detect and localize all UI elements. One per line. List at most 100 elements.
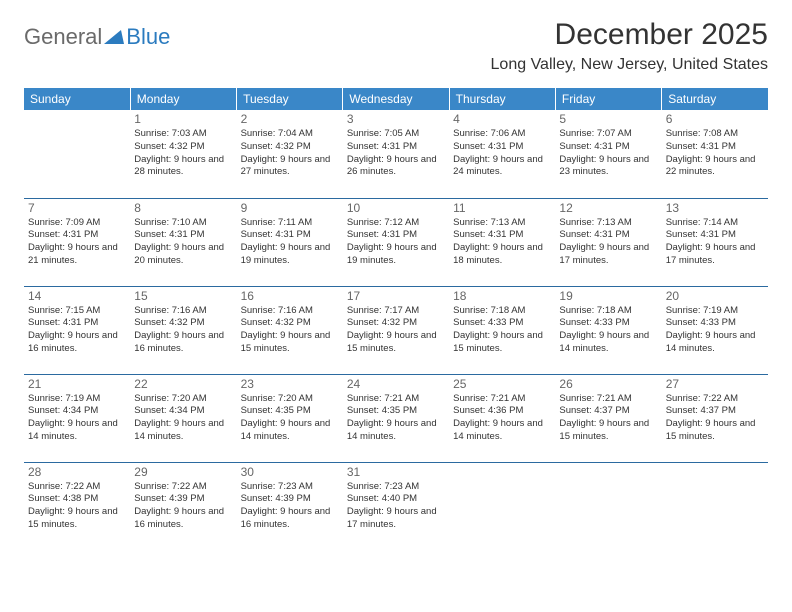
weekday-header: Sunday [24, 88, 130, 110]
calendar-day-cell: 13 Sunrise: 7:14 AMSunset: 4:31 PMDayligh… [662, 198, 768, 286]
day-info: Sunrise: 7:23 AMSunset: 4:39 PMDaylight:… [241, 481, 339, 532]
calendar-day-cell: 7Sunrise: 7:09 AMSunset: 4:31 PMDaylight… [24, 198, 130, 286]
location-text: Long Valley, New Jersey, United States [491, 56, 768, 74]
day-info: Sunrise: 7:19 AMSunset: 4:33 PMDaylight:… [666, 305, 764, 356]
day-info: Sunrise: 7:16 AMSunset: 4:32 PMDaylight:… [134, 305, 232, 356]
calendar-day-cell: 18Sunrise: 7:18 AMSunset: 4:33 PMDayligh… [449, 286, 555, 374]
day-info: Sunrise: 7:13 AMSunset: 4:31 PMDaylight:… [559, 217, 657, 268]
logo-triangle-icon [104, 30, 124, 44]
day-info: Sunrise: 7:23 AMSunset: 4:40 PMDaylight:… [347, 481, 445, 532]
day-info: Sunrise: 7:09 AMSunset: 4:31 PMDaylight:… [28, 217, 126, 268]
day-number: 20 [666, 289, 764, 303]
calendar-week-row: 7Sunrise: 7:09 AMSunset: 4:31 PMDaylight… [24, 198, 768, 286]
day-number: 28 [28, 465, 126, 479]
weekday-header: Thursday [449, 88, 555, 110]
month-title: December 2025 [491, 18, 768, 52]
day-number: 3 [347, 112, 445, 126]
day-info: Sunrise: 7:07 AMSunset: 4:31 PMDaylight:… [559, 128, 657, 179]
day-info: Sunrise: 7:13 AMSunset: 4:31 PMDaylight:… [453, 217, 551, 268]
weekday-header: Wednesday [343, 88, 449, 110]
day-number: 27 [666, 377, 764, 391]
calendar-day-cell: 15 Sunrise: 7:16 AMSunset: 4:32 PMDayligh… [130, 286, 236, 374]
calendar-day-cell: 27 Sunrise: 7:22 AMSunset: 4:37 PMDayligh… [662, 374, 768, 462]
calendar-day-cell: 24 Sunrise: 7:21 AMSunset: 4:35 PMDayligh… [343, 374, 449, 462]
day-number: 12 [559, 201, 657, 215]
weekday-header: Tuesday [237, 88, 343, 110]
calendar-day-cell: 23 Sunrise: 7:20 AMSunset: 4:35 PMDayligh… [237, 374, 343, 462]
day-info: Sunrise: 7:11 AMSunset: 4:31 PMDaylight:… [241, 217, 339, 268]
day-info: Sunrise: 7:20 AMSunset: 4:35 PMDaylight:… [241, 393, 339, 444]
calendar-day-cell: 12 Sunrise: 7:13 AMSunset: 4:31 PMDayligh… [555, 198, 661, 286]
logo-text-blue: Blue [126, 24, 170, 50]
calendar-day-cell: 31 Sunrise: 7:23 AMSunset: 4:40 PMDayligh… [343, 462, 449, 550]
calendar-day-cell: 11 Sunrise: 7:13 AMSunset: 4:31 PMDayligh… [449, 198, 555, 286]
day-info: Sunrise: 7:18 AMSunset: 4:33 PMDaylight:… [559, 305, 657, 356]
day-info: Sunrise: 7:12 AMSunset: 4:31 PMDaylight:… [347, 217, 445, 268]
calendar-day-cell: 6 Sunrise: 7:08 AMSunset: 4:31 PMDaylight… [662, 110, 768, 198]
day-number: 19 [559, 289, 657, 303]
day-info: Sunrise: 7:16 AMSunset: 4:32 PMDaylight:… [241, 305, 339, 356]
day-number: 22 [134, 377, 232, 391]
calendar-day-cell: 9 Sunrise: 7:11 AMSunset: 4:31 PMDaylight… [237, 198, 343, 286]
calendar-day-cell: 28Sunrise: 7:22 AMSunset: 4:38 PMDayligh… [24, 462, 130, 550]
calendar-day-cell: 1 Sunrise: 7:03 AMSunset: 4:32 PMDaylight… [130, 110, 236, 198]
calendar-body: 1 Sunrise: 7:03 AMSunset: 4:32 PMDaylight… [24, 110, 768, 550]
weekday-header: Friday [555, 88, 661, 110]
day-info: Sunrise: 7:19 AMSunset: 4:34 PMDaylight:… [28, 393, 126, 444]
logo-text-general: General [24, 24, 102, 50]
day-number: 21 [28, 377, 126, 391]
day-info: Sunrise: 7:22 AMSunset: 4:39 PMDaylight:… [134, 481, 232, 532]
calendar-day-cell: 21 Sunrise: 7:19 AMSunset: 4:34 PMDayligh… [24, 374, 130, 462]
calendar-table: SundayMondayTuesdayWednesdayThursdayFrid… [24, 88, 768, 550]
calendar-day-cell: 30Sunrise: 7:23 AMSunset: 4:39 PMDayligh… [237, 462, 343, 550]
day-number: 2 [241, 112, 339, 126]
calendar-day-cell [449, 462, 555, 550]
calendar-day-cell: 5Sunrise: 7:07 AMSunset: 4:31 PMDaylight… [555, 110, 661, 198]
calendar-day-cell: 25 Sunrise: 7:21 AMSunset: 4:36 PMDayligh… [449, 374, 555, 462]
day-number: 29 [134, 465, 232, 479]
day-number: 1 [134, 112, 232, 126]
day-number: 24 [347, 377, 445, 391]
calendar-header-row: SundayMondayTuesdayWednesdayThursdayFrid… [24, 88, 768, 110]
day-info: Sunrise: 7:17 AMSunset: 4:32 PMDaylight:… [347, 305, 445, 356]
day-info: Sunrise: 7:14 AMSunset: 4:31 PMDaylight:… [666, 217, 764, 268]
calendar-day-cell: 19 Sunrise: 7:18 AMSunset: 4:33 PMDayligh… [555, 286, 661, 374]
day-info: Sunrise: 7:04 AMSunset: 4:32 PMDaylight:… [241, 128, 339, 179]
day-number: 9 [241, 201, 339, 215]
day-number: 31 [347, 465, 445, 479]
day-info: Sunrise: 7:21 AMSunset: 4:35 PMDaylight:… [347, 393, 445, 444]
calendar-week-row: 1 Sunrise: 7:03 AMSunset: 4:32 PMDaylight… [24, 110, 768, 198]
calendar-day-cell: 2 Sunrise: 7:04 AMSunset: 4:32 PMDaylight… [237, 110, 343, 198]
calendar-day-cell: 20 Sunrise: 7:19 AMSunset: 4:33 PMDayligh… [662, 286, 768, 374]
calendar-day-cell: 17Sunrise: 7:17 AMSunset: 4:32 PMDayligh… [343, 286, 449, 374]
day-number: 11 [453, 201, 551, 215]
calendar-week-row: 14 Sunrise: 7:15 AMSunset: 4:31 PMDayligh… [24, 286, 768, 374]
day-info: Sunrise: 7:15 AMSunset: 4:31 PMDaylight:… [28, 305, 126, 356]
weekday-header: Monday [130, 88, 236, 110]
day-number: 8 [134, 201, 232, 215]
calendar-day-cell: 14 Sunrise: 7:15 AMSunset: 4:31 PMDayligh… [24, 286, 130, 374]
title-block: December 2025 Long Valley, New Jersey, U… [491, 18, 768, 74]
day-info: Sunrise: 7:08 AMSunset: 4:31 PMDaylight:… [666, 128, 764, 179]
calendar-day-cell: 29 Sunrise: 7:22 AMSunset: 4:39 PMDayligh… [130, 462, 236, 550]
calendar-week-row: 21 Sunrise: 7:19 AMSunset: 4:34 PMDayligh… [24, 374, 768, 462]
calendar-day-cell: 4Sunrise: 7:06 AMSunset: 4:31 PMDaylight… [449, 110, 555, 198]
calendar-day-cell: 16 Sunrise: 7:16 AMSunset: 4:32 PMDayligh… [237, 286, 343, 374]
day-number: 25 [453, 377, 551, 391]
day-info: Sunrise: 7:03 AMSunset: 4:32 PMDaylight:… [134, 128, 232, 179]
calendar-day-cell [555, 462, 661, 550]
day-number: 13 [666, 201, 764, 215]
day-info: Sunrise: 7:20 AMSunset: 4:34 PMDaylight:… [134, 393, 232, 444]
day-info: Sunrise: 7:22 AMSunset: 4:37 PMDaylight:… [666, 393, 764, 444]
day-number: 15 [134, 289, 232, 303]
calendar-day-cell [662, 462, 768, 550]
day-info: Sunrise: 7:21 AMSunset: 4:36 PMDaylight:… [453, 393, 551, 444]
day-number: 14 [28, 289, 126, 303]
day-number: 23 [241, 377, 339, 391]
day-number: 4 [453, 112, 551, 126]
day-number: 6 [666, 112, 764, 126]
calendar-day-cell: 10Sunrise: 7:12 AMSunset: 4:31 PMDayligh… [343, 198, 449, 286]
calendar-day-cell: 8Sunrise: 7:10 AMSunset: 4:31 PMDaylight… [130, 198, 236, 286]
day-number: 16 [241, 289, 339, 303]
page-header: General Blue December 2025 Long Valley, … [24, 18, 768, 74]
